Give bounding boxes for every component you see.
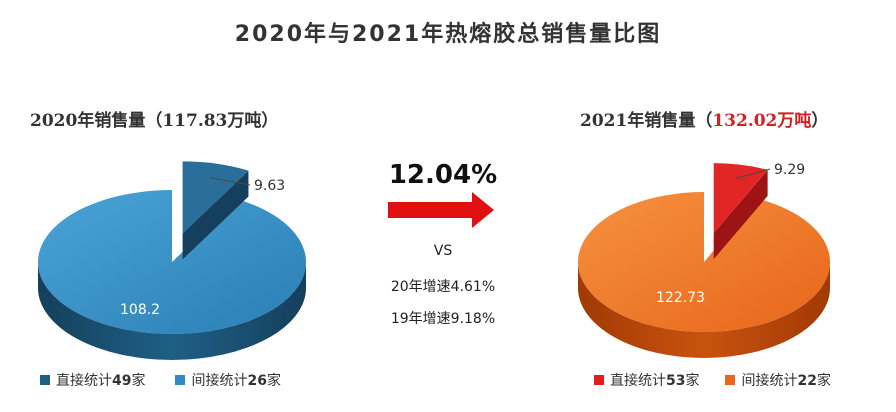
pie-slice-large [578, 192, 830, 333]
legend-swatch-indirect [725, 375, 736, 385]
leader-line [209, 177, 251, 186]
pie-slice-large [37, 190, 306, 334]
growth-2020-label: 20年增速4.61% [390, 279, 496, 295]
pie-side-large [38, 262, 306, 360]
leader-line [735, 168, 771, 180]
left-legend: 直接统计49家 间接统计26家 [40, 370, 281, 390]
pie-side-small [182, 170, 249, 260]
legend-label-direct-2020: 直接统计49家 [56, 373, 146, 389]
pie-slice-small [182, 161, 249, 234]
growth-2019-label: 19年增速9.18% [390, 311, 496, 327]
vs-label: VS [433, 243, 453, 259]
legend-swatch-indirect [175, 375, 186, 385]
legend-swatch-direct [40, 375, 50, 385]
pie-side-large [578, 262, 830, 358]
pie-slice-small [713, 163, 768, 234]
left-subtitle: 2020年销售量（117.83万吨） [30, 111, 279, 131]
growth-arrow [388, 192, 494, 228]
legend-swatch-direct [594, 375, 604, 385]
right-legend: 直接统计53家 间接统计22家 [594, 370, 831, 390]
legend-label-direct-2021: 直接统计53家 [610, 373, 700, 389]
pie-side-small [713, 169, 768, 260]
legend-label-indirect-2021: 间接统计22家 [741, 373, 831, 389]
data-label-small: 9.63 [254, 178, 285, 194]
right-subtitle: 2021年销售量（132.02万吨） [580, 111, 829, 131]
data-label-large: 108.2 [120, 302, 160, 318]
data-label-small: 9.29 [774, 162, 805, 178]
data-label-large: 122.73 [656, 290, 705, 306]
chart-title: 2020年与2021年热熔胶总销售量比图 [234, 22, 662, 47]
legend-label-indirect-2020: 间接统计26家 [191, 373, 281, 389]
growth-rate: 12.04% [388, 160, 498, 190]
